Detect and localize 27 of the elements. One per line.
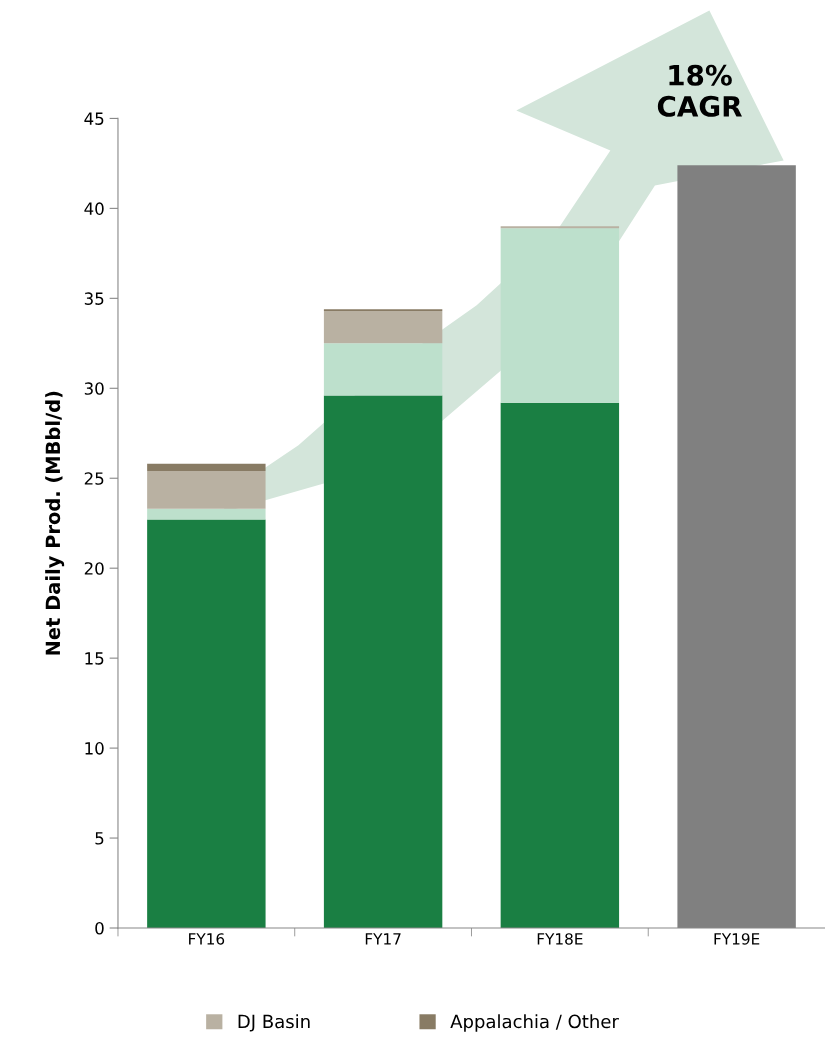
x-tick-label: FY17 — [365, 933, 401, 945]
y-tick-label: 5 — [95, 832, 104, 845]
legend-label: DJ Basin — [238, 1014, 310, 1032]
y-tick-label: 40 — [84, 202, 104, 215]
bar — [323, 343, 443, 396]
bar — [323, 310, 443, 344]
y-tick-label: 20 — [84, 562, 104, 575]
y-tick-label: 25 — [84, 472, 104, 485]
bar — [147, 519, 266, 928]
text: 18% CAGR — [657, 64, 742, 117]
x-tick-label: FY16 — [189, 933, 225, 945]
legend-label: Appalachia / Other — [450, 1014, 619, 1032]
bar — [323, 395, 443, 928]
y-tick-label: 45 — [84, 112, 104, 125]
y-tick-label: 15 — [85, 652, 104, 665]
y-tick-label: 35 — [84, 292, 104, 305]
x-tick-label: FY18E — [537, 933, 583, 945]
bar — [147, 508, 266, 520]
y-tick-label: 0 — [95, 921, 104, 935]
bar — [147, 471, 266, 509]
y-axis-title: Net Daily Prod. (MBbl/d) — [45, 391, 65, 655]
bar — [147, 463, 266, 472]
y-tick-label: 30 — [84, 382, 104, 395]
bar — [500, 228, 620, 403]
y-tick-label: 10 — [85, 742, 104, 755]
bar — [500, 402, 620, 928]
x-tick-label: FY19E — [714, 933, 760, 945]
